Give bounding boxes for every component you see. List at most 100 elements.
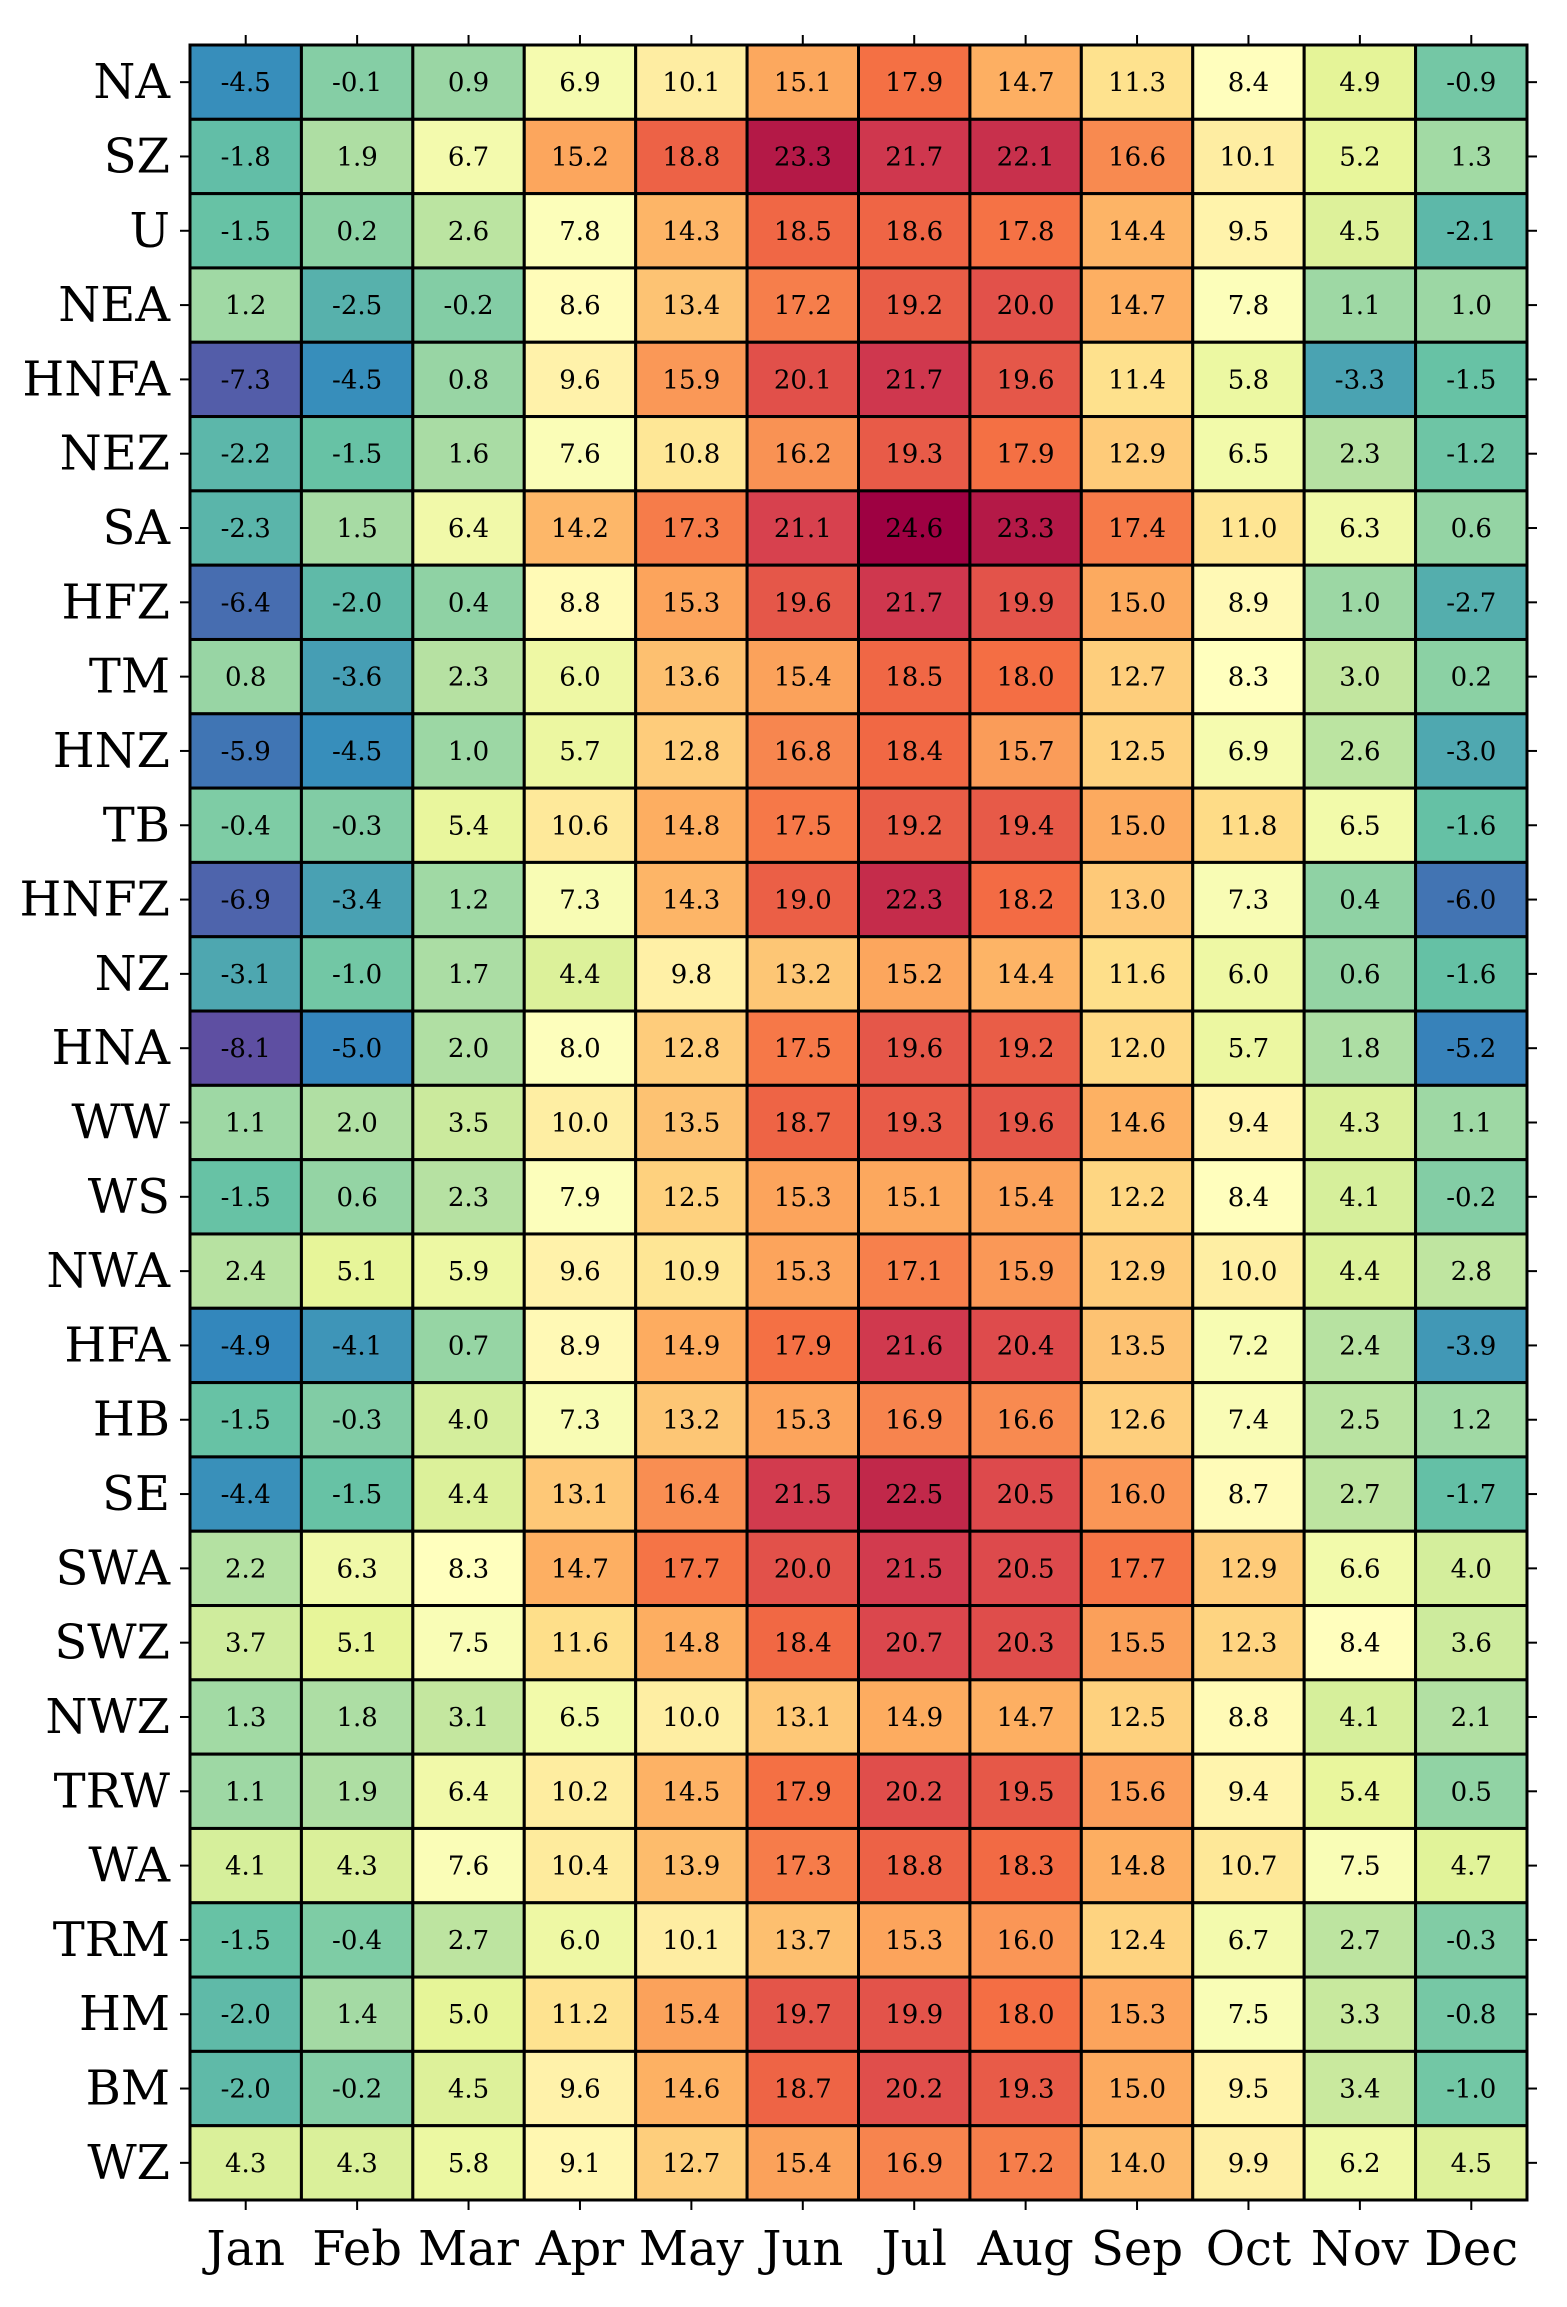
row-label: NA — [93, 54, 171, 110]
cell-value-label: 1.2 — [225, 291, 266, 321]
cell-value-label: 17.3 — [662, 514, 720, 544]
cell-value-label: 0.9 — [448, 68, 489, 98]
heatmap-cell — [968, 1455, 1083, 1533]
cell-value-label: 8.0 — [559, 1034, 600, 1064]
cell-value-label: 13.1 — [551, 1480, 609, 1510]
cell-value-label: 15.3 — [662, 588, 720, 618]
cell-value-label: 8.4 — [1228, 68, 1269, 98]
heatmap-cell — [1302, 1381, 1418, 1459]
cell-value-label: 12.4 — [1108, 1926, 1166, 1956]
cell-value-label: 0.5 — [1451, 1777, 1492, 1807]
cell-value-label: 6.4 — [448, 514, 489, 544]
heatmap-cell — [857, 1232, 972, 1310]
cell-value-label: 8.7 — [1228, 1480, 1269, 1510]
cell-value-label: 4.1 — [1339, 1703, 1380, 1733]
cell-value-label: 6.7 — [1228, 1926, 1269, 1956]
cell-value-label: 13.2 — [774, 960, 832, 990]
cell-value-label: 3.0 — [1339, 663, 1380, 693]
heatmap-cell — [522, 1306, 638, 1385]
cell-value-label: 10.8 — [662, 440, 720, 470]
cell-value-label: 4.4 — [1339, 1257, 1380, 1287]
cell-value-label: 6.4 — [448, 1777, 489, 1807]
cell-value-label: 17.2 — [774, 291, 832, 321]
heatmap-cell — [411, 563, 526, 641]
cell-value-label: 4.0 — [1451, 1554, 1492, 1584]
heatmap-cell — [1302, 2049, 1418, 2128]
cell-value-label: 13.7 — [774, 1926, 832, 1956]
cell-value-label: 20.5 — [997, 1554, 1055, 1584]
heatmap-cell — [857, 1306, 972, 1385]
heatmap-cell — [188, 415, 303, 493]
cell-value-label: 15.5 — [1108, 1629, 1166, 1659]
heatmap-cell — [1414, 786, 1529, 864]
cell-value-label: 20.3 — [997, 1629, 1055, 1659]
cell-value-label: 16.2 — [774, 440, 832, 470]
cell-value-label: 6.7 — [448, 142, 489, 172]
cell-value-label: 17.9 — [774, 1777, 832, 1807]
heatmap-cell — [411, 192, 526, 270]
heatmap-cell — [1414, 1529, 1529, 1608]
cell-value-label: 17.8 — [997, 217, 1055, 247]
cell-value-label: -0.4 — [332, 1926, 382, 1956]
heatmap-cell — [634, 1604, 749, 1682]
cell-value-label: -7.3 — [221, 365, 271, 395]
cell-value-label: -0.3 — [1446, 1926, 1496, 1956]
cell-value-label: -1.5 — [221, 1406, 271, 1436]
cell-value-label: 0.7 — [448, 1331, 489, 1361]
cell-value-label: 2.3 — [448, 1183, 489, 1213]
cell-value-label: 10.4 — [551, 1852, 609, 1882]
cell-value-label: 13.5 — [662, 1109, 720, 1139]
cell-value-label: 14.3 — [662, 217, 720, 247]
heatmap-cell — [1191, 860, 1306, 939]
cell-value-label: -1.2 — [1446, 440, 1496, 470]
cell-value-label: 1.9 — [336, 1777, 377, 1807]
heatmap-cell — [745, 1975, 861, 2053]
cell-value-label: 9.5 — [1228, 217, 1269, 247]
heatmap-cell — [1079, 1455, 1195, 1533]
cell-value-label: 13.5 — [1108, 1331, 1166, 1361]
cell-value-label: 7.5 — [448, 1629, 489, 1659]
heatmap-cell — [634, 117, 749, 196]
heatmap-cell — [968, 1901, 1083, 1979]
cell-value-label: 10.7 — [1220, 1852, 1278, 1882]
column-label: Dec — [1424, 2221, 1518, 2277]
heatmap-cell — [745, 1529, 861, 1608]
heatmap-cell — [299, 489, 415, 567]
heatmap-cell — [522, 1975, 638, 2053]
cell-value-label: -5.2 — [1446, 1034, 1496, 1064]
cell-value-label: -1.0 — [332, 960, 382, 990]
cell-value-label: 2.7 — [1339, 1480, 1380, 1510]
heatmap-cell — [522, 489, 638, 567]
heatmap-cell — [1302, 1083, 1418, 1162]
heatmap-cell — [522, 712, 638, 790]
heatmap-cell — [1079, 1158, 1195, 1236]
cell-value-label: 12.7 — [662, 2149, 720, 2179]
heatmap-cell — [1079, 2124, 1195, 2202]
cell-value-label: 11.8 — [1220, 811, 1278, 841]
heatmap-cell — [1191, 1901, 1306, 1979]
cell-value-label: 15.1 — [774, 68, 832, 98]
heatmap-cell — [1414, 1752, 1529, 1830]
cell-value-label: 1.0 — [1451, 291, 1492, 321]
row-label: WW — [71, 1095, 170, 1151]
cell-value-label: 14.9 — [885, 1703, 943, 1733]
cell-value-label: -0.8 — [1446, 2000, 1496, 2030]
cell-value-label: -2.5 — [332, 291, 382, 321]
cell-value-label: 18.8 — [662, 142, 720, 172]
cell-value-label: 21.1 — [774, 514, 832, 544]
row-label: TRM — [53, 1912, 170, 1968]
heatmap-cell — [968, 2124, 1083, 2202]
row-label: HNZ — [53, 723, 170, 779]
heatmap-cell — [1302, 1826, 1418, 1905]
cell-value-label: -6.9 — [221, 886, 271, 916]
cell-value-label: 5.4 — [1339, 1777, 1380, 1807]
cell-value-label: 4.3 — [1339, 1109, 1380, 1139]
cell-value-label: 16.6 — [1108, 142, 1166, 172]
cell-value-label: -0.2 — [443, 291, 493, 321]
cell-value-label: 14.4 — [1108, 217, 1166, 247]
cell-value-label: 4.5 — [1339, 217, 1380, 247]
cell-value-label: 15.0 — [1108, 588, 1166, 618]
column-label: Jun — [757, 2221, 843, 2277]
row-label: SWA — [56, 1540, 172, 1596]
cell-value-label: 4.3 — [336, 1852, 377, 1882]
